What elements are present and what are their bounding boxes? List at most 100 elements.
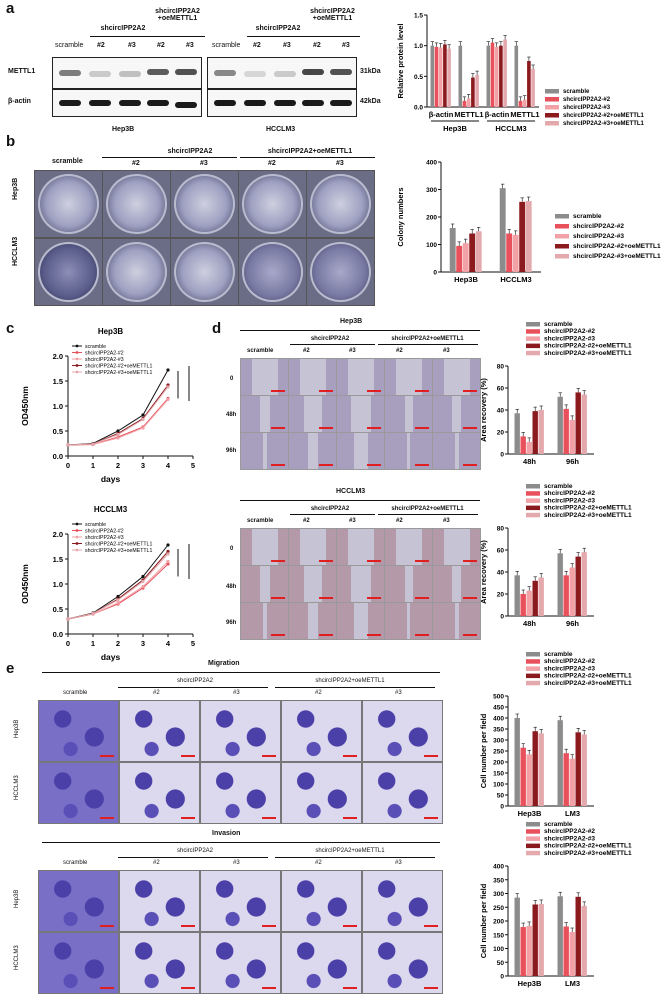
b-n2: #2 <box>132 160 140 167</box>
b-row-hcclm3: HCCLM3 <box>12 236 19 266</box>
legend-label: shcircIPP2A2-#3+oeMETTL1 <box>544 850 632 857</box>
y-tick-label: 0 <box>433 270 437 277</box>
legend-label: shcircIPP2A2-#3+oeMETTL1 <box>85 548 152 554</box>
a-hep3b-n3: #3 <box>128 42 136 49</box>
chart-title: HCCLM3 <box>94 505 128 514</box>
wound-image <box>384 395 433 433</box>
e-inv-n3: #3 <box>233 860 240 866</box>
y-tick-label: 0 <box>500 974 504 981</box>
legend-swatch <box>526 850 540 856</box>
b-row-hep3b: Hep3B <box>12 177 19 200</box>
legend-label: scramble <box>85 522 106 528</box>
legend-swatch <box>545 89 559 94</box>
legend-swatch <box>526 680 540 686</box>
bar <box>525 201 532 272</box>
bar <box>520 594 526 616</box>
y-tick-label: 80 <box>497 364 505 371</box>
data-point <box>116 429 120 433</box>
bar <box>520 436 526 454</box>
e-mig-n3: #3 <box>233 690 240 696</box>
y-tick-label: 0.5 <box>53 605 63 614</box>
y-tick-label: 100 <box>493 946 504 953</box>
bar <box>449 228 456 272</box>
panel-label-c: c <box>6 320 15 337</box>
a-hep3b-n2b: #2 <box>157 42 165 49</box>
bar <box>499 188 506 272</box>
d-top-n3b: #3 <box>443 348 450 354</box>
a-hep3b-group1-label: shcircIPP2A2 <box>100 25 146 32</box>
legend-label: shcircIPP2A2-#3 <box>85 357 124 363</box>
bar <box>514 45 519 107</box>
legend-swatch <box>526 329 540 334</box>
bar <box>575 556 581 616</box>
wound-image <box>288 565 337 603</box>
x-tick-label: 2 <box>116 461 120 470</box>
x-tick-label: 1 <box>91 461 95 470</box>
y-tick-label: 20 <box>497 430 505 437</box>
bar <box>569 567 575 616</box>
bar <box>456 245 463 272</box>
transwell-image <box>119 932 200 994</box>
legend-marker <box>75 529 79 532</box>
d-top-g1: shcircIPP2A2 <box>310 336 350 342</box>
d-area-recovery-hcclm3: 0 20 40 60 80 Area recovery (%) 48h 96h scramble… <box>479 483 632 628</box>
bar <box>532 904 538 976</box>
y-tick-label: 50 <box>497 960 505 967</box>
bar <box>494 46 499 107</box>
b-n2b: #2 <box>268 160 276 167</box>
e-inv-row-hcclm3: HCCLM3 <box>14 945 20 970</box>
legend-swatch <box>526 822 540 827</box>
transwell-image <box>362 932 443 994</box>
legend-marker <box>75 542 79 545</box>
y-tick-label: 1.5 <box>53 377 63 386</box>
bar <box>575 392 581 454</box>
data-point <box>141 574 145 579</box>
wound-image <box>384 358 433 396</box>
data-point <box>141 413 145 417</box>
d-bottom-n2: #2 <box>303 518 310 524</box>
e-migration-grid <box>38 700 443 824</box>
x-tick-label: Hep3B <box>454 275 478 284</box>
bar <box>520 927 526 976</box>
transwell-image <box>281 932 362 994</box>
x-tick-label: LM3 <box>565 979 580 988</box>
bar <box>581 905 587 976</box>
transwell-image <box>119 762 200 824</box>
transwell-image <box>362 700 443 762</box>
wound-image <box>432 602 481 640</box>
bar <box>443 44 447 107</box>
b-n3: #3 <box>200 160 208 167</box>
b-dish-hep3b-3 <box>170 170 239 238</box>
transwell-image <box>200 700 281 762</box>
wound-image <box>288 602 337 640</box>
bar <box>526 590 532 616</box>
e-inv-n3b: #3 <box>395 860 402 866</box>
wound-image <box>240 395 289 433</box>
x-axis-label: days <box>101 652 121 662</box>
wound-image <box>240 602 289 640</box>
y-tick-label: 0 <box>500 614 504 621</box>
transwell-image <box>281 870 362 932</box>
d-bottom-t96: 96h <box>226 620 237 626</box>
legend-marker <box>75 357 79 361</box>
b-dish-hep3b-2oe <box>238 170 307 238</box>
d-top-cell-label: Hep3B <box>340 318 363 325</box>
legend-swatch <box>545 121 559 126</box>
bar <box>557 553 563 616</box>
transwell-image <box>200 932 281 994</box>
wound-image <box>384 602 433 640</box>
d-bottom-n2b: #2 <box>396 518 403 524</box>
y-tick-label: 100 <box>426 242 437 249</box>
legend-label: scramble <box>544 321 573 328</box>
data-point <box>166 543 170 547</box>
legend-swatch <box>526 505 540 511</box>
legend-label: shcircIPP2A2-#2 <box>85 351 124 357</box>
bar <box>526 441 532 454</box>
d-bottom-n3b: #3 <box>443 518 450 524</box>
a-hcclm3-n3: #3 <box>283 42 291 49</box>
transwell-image <box>38 932 119 994</box>
bar <box>462 243 469 272</box>
x-tick-label: Hep3B <box>518 979 542 988</box>
e-inv-n2: #2 <box>153 860 160 866</box>
wound-image <box>336 602 385 640</box>
